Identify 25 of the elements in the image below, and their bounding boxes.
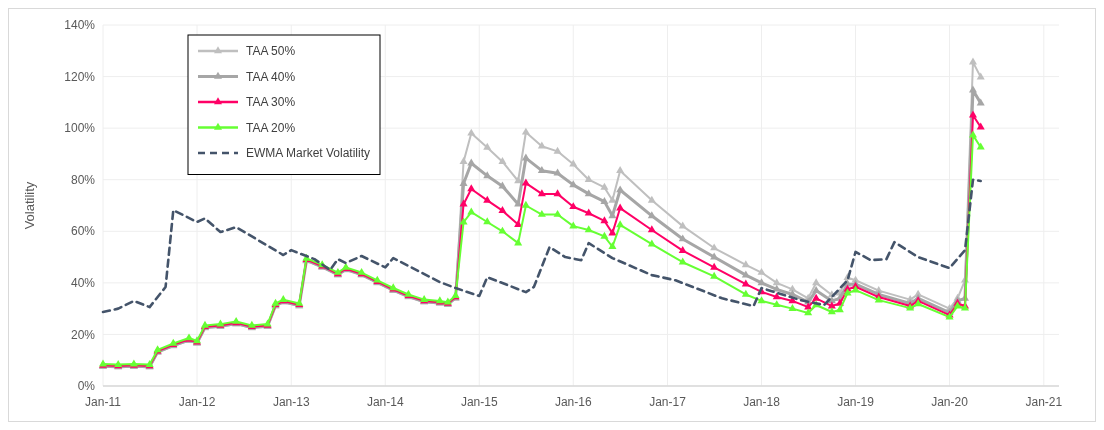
x-tick-label: Jan-14	[366, 395, 404, 409]
legend-label: TAA 20%	[246, 120, 296, 135]
x-tick-label: Jan-15	[460, 395, 498, 409]
legend-label: TAA 40%	[246, 69, 296, 84]
y-tick-label: 40%	[70, 276, 96, 291]
x-tick-label: Jan-11	[85, 395, 122, 409]
x-tick-label: Jan-19	[837, 395, 875, 409]
y-tick-label: 60%	[70, 224, 96, 239]
x-tick-label: Jan-16	[554, 395, 592, 409]
legend-label: EWMA Market Volatility	[246, 146, 371, 161]
x-tick-label: Jan-20	[931, 395, 969, 409]
x-tick-label: Jan-18	[743, 395, 781, 409]
x-tick-label: Jan-13	[272, 395, 310, 409]
y-axis-title: Volatility	[22, 181, 37, 230]
y-tick-label: 20%	[70, 327, 96, 342]
y-tick-label: 120%	[64, 69, 96, 84]
y-tick-label: 100%	[64, 121, 96, 136]
legend-label: TAA 50%	[246, 44, 296, 59]
y-tick-label: 140%	[64, 18, 96, 33]
y-tick-label: 0%	[77, 379, 96, 394]
x-tick-label: Jan-17	[649, 395, 687, 409]
y-tick-label: 80%	[70, 172, 96, 187]
legend-label: TAA 30%	[246, 95, 296, 110]
x-tick-label: Jan-21	[1025, 395, 1063, 409]
x-tick-label: Jan-12	[178, 395, 216, 409]
